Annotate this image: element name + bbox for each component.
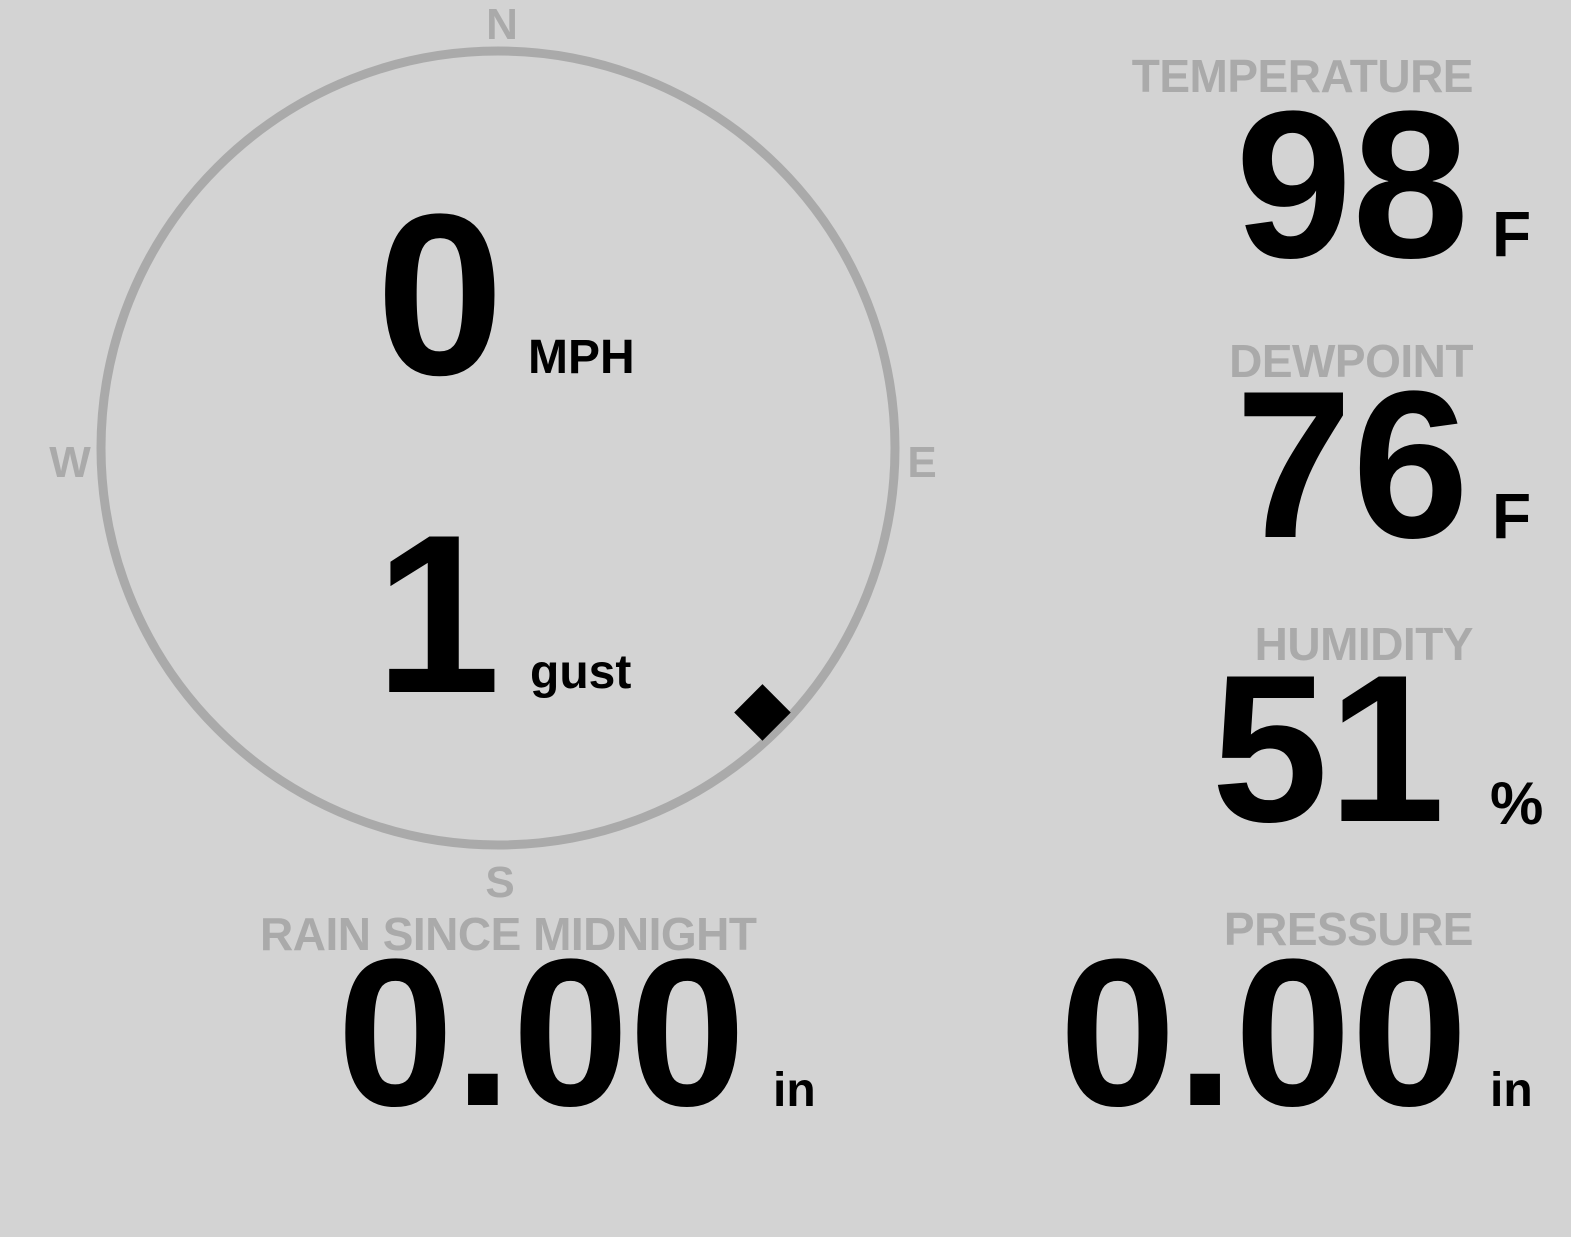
rain-unit: in bbox=[773, 1064, 816, 1117]
humidity-label: HUMIDITY bbox=[1254, 618, 1474, 670]
wind-speed-unit: MPH bbox=[528, 331, 635, 384]
compass-south-label: S bbox=[485, 858, 515, 907]
dewpoint-label: DEWPOINT bbox=[1229, 335, 1473, 387]
wind-gust-label: gust bbox=[530, 646, 632, 699]
compass-west-label: W bbox=[49, 438, 91, 487]
dewpoint-value: 76 bbox=[1235, 347, 1469, 582]
dewpoint-unit: F bbox=[1492, 480, 1532, 552]
rain-value: 0.00 bbox=[337, 915, 746, 1150]
temperature-label: TEMPERATURE bbox=[1131, 50, 1474, 102]
pressure-label: PRESSURE bbox=[1223, 903, 1474, 955]
temperature-unit: F bbox=[1492, 198, 1532, 270]
pressure-unit: in bbox=[1490, 1064, 1533, 1117]
wind-direction-indicator bbox=[734, 684, 791, 741]
pressure-value: 0.00 bbox=[1059, 915, 1468, 1150]
compass-north-label: N bbox=[486, 0, 518, 49]
humidity-unit: % bbox=[1490, 770, 1544, 837]
wind-gust-value: 1 bbox=[375, 487, 501, 740]
compass-ring bbox=[96, 46, 900, 850]
compass-east-label: E bbox=[907, 438, 937, 487]
humidity-value: 51 bbox=[1211, 631, 1445, 866]
rain-label: RAIN SINCE MIDNIGHT bbox=[260, 908, 757, 960]
temperature-value: 98 bbox=[1235, 67, 1469, 302]
wind-speed-value: 0 bbox=[376, 166, 504, 423]
